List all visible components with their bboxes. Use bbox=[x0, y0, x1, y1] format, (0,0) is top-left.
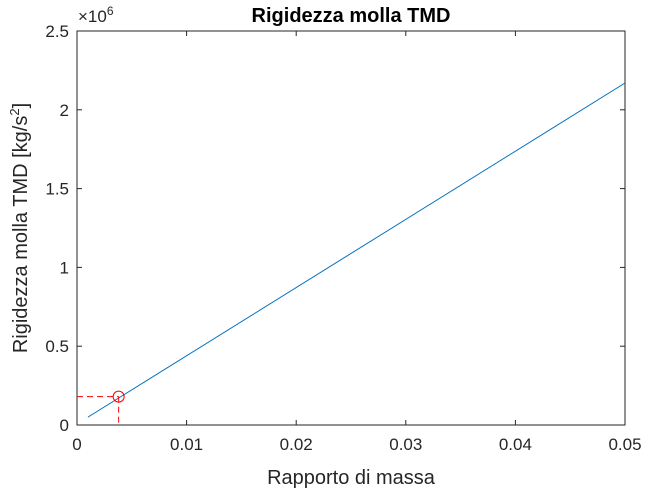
x-tick-label: 0.04 bbox=[499, 435, 532, 454]
x-tick-label: 0 bbox=[72, 435, 81, 454]
y-tick-label: 0 bbox=[60, 416, 69, 435]
axes-box bbox=[76, 30, 626, 426]
y-tick-label: 2.5 bbox=[45, 22, 69, 41]
highlight-point-marker bbox=[112, 390, 125, 403]
plot-area: 0 0.01 0.02 0.03 0.04 0.05 0 0.5 1 1.5 2 2.5 bbox=[45, 22, 641, 454]
y-tick-label: 0.5 bbox=[45, 337, 69, 356]
x-tick-label: 0.01 bbox=[170, 435, 203, 454]
y-tick-label: 2 bbox=[60, 101, 69, 120]
x-axis-label: Rapporto di massa bbox=[267, 467, 436, 489]
y-axis-label: Rigidezza molla TMD [kg/s2] bbox=[7, 103, 32, 353]
y-axis-label-close: ] bbox=[10, 103, 32, 109]
data-series-line bbox=[87, 82, 626, 418]
chart-title: Rigidezza molla TMD bbox=[252, 5, 451, 27]
y-tick-label: 1.5 bbox=[45, 180, 69, 199]
y-multiplier: ×106 bbox=[78, 4, 114, 26]
x-tick-label: 0.03 bbox=[389, 435, 422, 454]
y-multiplier-base: ×10 bbox=[78, 7, 107, 26]
y-axis-label-main: Rigidezza molla TMD [kg/s bbox=[10, 116, 32, 353]
y-axis-label-exponent: 2 bbox=[7, 108, 22, 115]
y-multiplier-exponent: 6 bbox=[107, 4, 114, 18]
x-tick-label: 0.02 bbox=[280, 435, 313, 454]
y-tick-label: 1 bbox=[60, 258, 69, 277]
x-tick-label: 0.05 bbox=[608, 435, 641, 454]
